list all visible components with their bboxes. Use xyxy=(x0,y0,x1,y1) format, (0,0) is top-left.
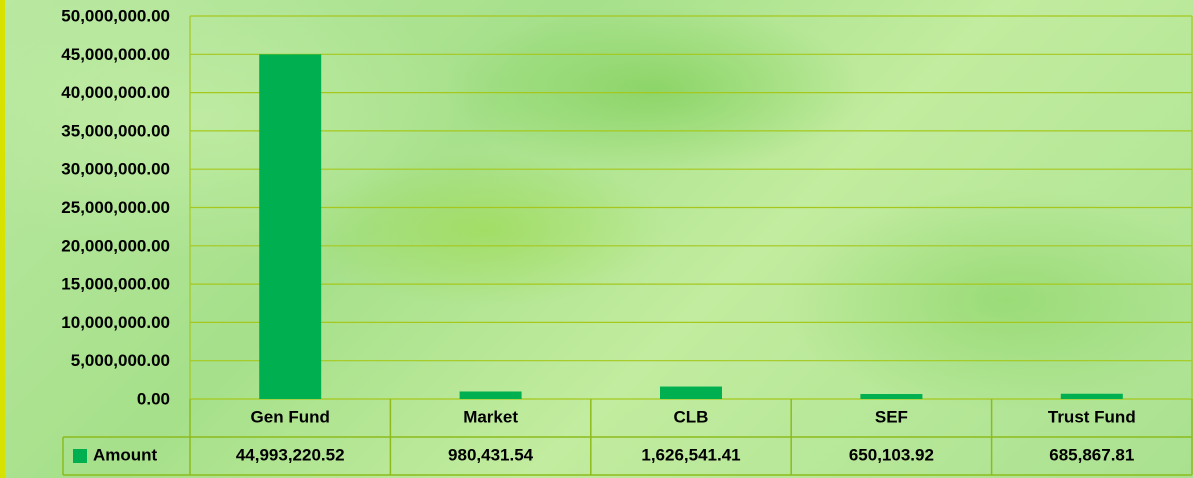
legend-swatch xyxy=(73,449,87,463)
bar xyxy=(1060,393,1123,399)
y-tick-label: 40,000,000.00 xyxy=(61,83,170,102)
x-tick-label: Trust Fund xyxy=(1048,407,1136,426)
y-tick-label: 5,000,000.00 xyxy=(71,351,170,370)
table-value: 980,431.54 xyxy=(448,445,534,464)
chart: 0.00 5,000,000.00 10,000,000.00 15,000,000.… xyxy=(61,6,1193,476)
legend-label: Amount xyxy=(93,445,158,464)
table-value: 685,867.81 xyxy=(1049,445,1134,464)
table-value: 44,993,220.52 xyxy=(236,445,345,464)
y-tick-label: 50,000,000.00 xyxy=(61,6,170,25)
y-tick-label: 45,000,000.00 xyxy=(61,45,170,64)
y-tick-label: 15,000,000.00 xyxy=(61,275,170,294)
x-tick-label: CLB xyxy=(674,407,709,426)
bar xyxy=(459,391,522,399)
x-tick-label: Gen Fund xyxy=(251,407,330,426)
table-value: 650,103.92 xyxy=(849,445,934,464)
y-tick-label: 0.00 xyxy=(137,389,170,408)
y-tick-label: 35,000,000.00 xyxy=(61,121,170,140)
bar xyxy=(259,54,322,400)
y-tick-label: 25,000,000.00 xyxy=(61,198,170,217)
y-tick-label: 20,000,000.00 xyxy=(61,236,170,255)
bar xyxy=(860,394,923,399)
x-tick-label: Market xyxy=(463,407,518,426)
y-tick-label: 10,000,000.00 xyxy=(61,313,170,332)
table-value: 1,626,541.41 xyxy=(641,445,740,464)
y-tick-label: 30,000,000.00 xyxy=(61,160,170,179)
bar xyxy=(660,386,722,399)
x-tick-label: SEF xyxy=(875,407,908,426)
